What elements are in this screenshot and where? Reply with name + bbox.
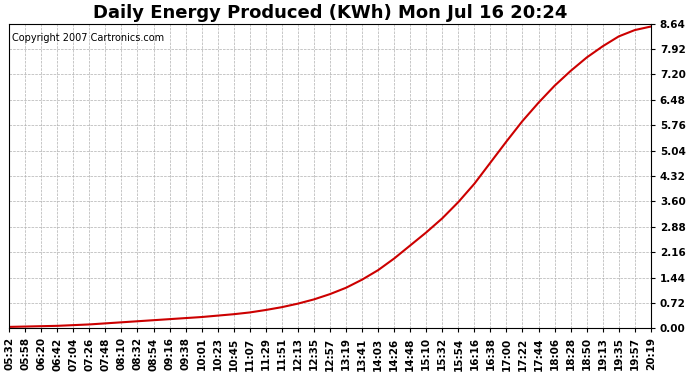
Title: Daily Energy Produced (KWh) Mon Jul 16 20:24: Daily Energy Produced (KWh) Mon Jul 16 2… xyxy=(92,4,567,22)
Text: Copyright 2007 Cartronics.com: Copyright 2007 Cartronics.com xyxy=(12,33,164,43)
